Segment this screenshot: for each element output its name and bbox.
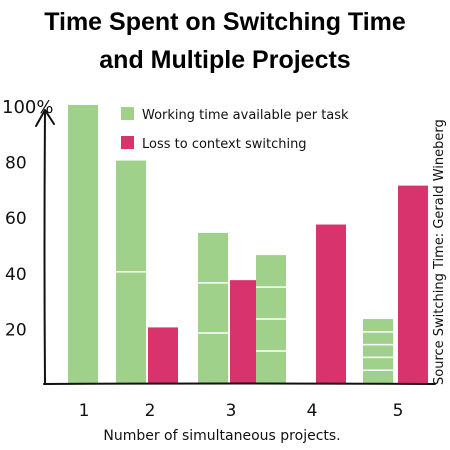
bar-loss-4 — [316, 224, 346, 383]
bar-working-5 — [363, 319, 393, 383]
legend-label-working: Working time available per task — [142, 108, 349, 123]
legend-label-loss: Loss to context switching — [142, 137, 307, 152]
legend-swatch-working — [121, 107, 134, 120]
x-tick-label-2: 2 — [145, 401, 156, 421]
chart-title-line-1: Time Spent on Switching Time — [44, 8, 406, 36]
bar-loss-2 — [148, 327, 178, 383]
bars-group — [68, 105, 428, 383]
x-tick-label-5: 5 — [393, 401, 404, 421]
axes-group — [35, 109, 436, 385]
y-tick-label-80: 80 — [5, 154, 27, 174]
bar-loss-5 — [398, 185, 428, 383]
x-axis-label: Number of simultaneous projects. — [103, 428, 340, 444]
bar-loss-3 — [230, 280, 260, 383]
y-axis-arrow — [35, 109, 55, 127]
bar-working-1 — [68, 105, 98, 383]
x-tick-label-1: 1 — [79, 401, 90, 421]
x-tick-label-3: 3 — [226, 401, 237, 421]
y-tick-label-60: 60 — [5, 209, 27, 229]
y-axis-line — [43, 111, 46, 385]
x-axis-line — [43, 382, 436, 385]
y-tick-label-100: 100% — [2, 97, 53, 118]
source-note: Source Switching Time: Gerald Wineberg — [432, 119, 447, 385]
ticks-group: 100% 80 60 40 20 1 2 3 4 5 — [2, 97, 403, 421]
x-tick-label-4: 4 — [307, 401, 318, 421]
y-tick-label-40: 40 — [5, 265, 27, 285]
chart-title-line-2: and Multiple Projects — [99, 46, 350, 74]
y-tick-label-20: 20 — [5, 320, 27, 340]
bar-working-3 — [198, 232, 228, 383]
legend-swatch-loss — [121, 136, 134, 149]
